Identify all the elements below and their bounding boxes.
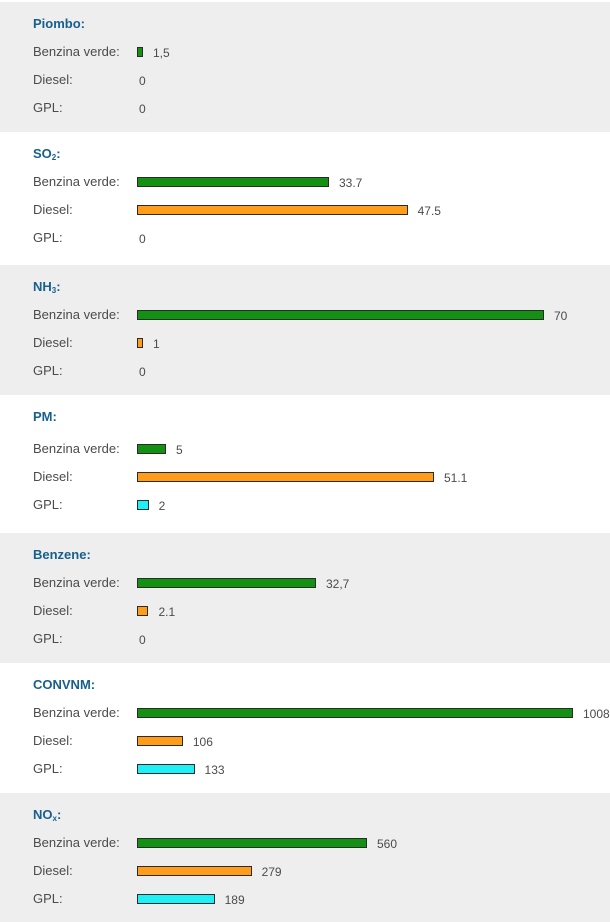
data-bar [137,500,149,510]
category-label: GPL: [33,230,63,245]
value-label: 133 [204,763,225,777]
category-label: GPL: [33,761,63,776]
value-label: 32,7 [326,577,350,591]
chart-panel: CONVNM: Benzina verde: 1008 Diesel: 106 GPL: 1… [0,663,610,793]
category-label: Benzina verde: [33,307,120,322]
data-bar [137,894,215,904]
data-bar [137,578,316,588]
category-label: Diesel: [33,72,73,87]
data-bar [137,310,544,320]
value-label: 47.5 [417,204,441,218]
data-bar [137,338,143,348]
data-bar [137,866,252,876]
chart-title: Piombo: [33,16,85,31]
category-label: Diesel: [33,603,73,618]
value-label: 51.1 [444,471,468,485]
chart-title-text: PM: [33,409,57,424]
value-label: 33.7 [339,176,363,190]
data-bar [137,177,329,187]
value-label: 2.1 [158,605,176,619]
category-label: Diesel: [33,469,73,484]
chart-title-suffix: : [56,807,62,822]
value-label: 189 [224,893,245,907]
category-label: Benzina verde: [33,575,120,590]
chart-panel: NOx: Benzina verde: 560 Diesel: 279 GPL: 189 [0,793,610,922]
value-label: 2 [158,499,166,513]
category-label: Benzina verde: [33,44,120,59]
data-bar [137,444,167,454]
category-label: Diesel: [33,335,73,350]
value-label: 1008 [583,707,610,721]
chart-title: NOx: [33,807,62,823]
chart-title-text: CONVNM: [33,677,96,692]
value-label: 70 [554,309,568,323]
chart-panel: Benzene: Benzina verde: 32,7 Diesel: 2.1 GPL:… [0,533,610,663]
chart-title: PM: [33,409,57,424]
category-label: Benzina verde: [33,835,120,850]
chart-title-suffix: : [56,146,61,161]
chart-title: CONVNM: [33,677,95,692]
data-bar [137,708,573,718]
data-bar [137,47,143,57]
category-label: GPL: [33,891,63,906]
chart-title-suffix: : [56,279,61,294]
chart-title-text: Piombo: [33,16,85,31]
chart-title-text: NH [33,279,52,294]
value-label: 106 [192,735,213,749]
value-label: 560 [377,837,398,851]
chart-title: SO2: [33,146,61,162]
value-label: 0 [139,102,146,116]
chart-title-subscript: x [52,814,57,823]
chart-title: Benzene: [33,547,91,562]
data-bar [137,736,183,746]
category-label: Benzina verde: [33,174,120,189]
data-bar [137,606,149,616]
category-label: Diesel: [33,863,73,878]
category-label: Diesel: [33,733,73,748]
value-label: 5 [176,443,183,457]
chart-panel: PM: Benzina verde: 5 Diesel: 51.1 GPL: 2 [0,395,610,533]
category-label: GPL: [33,363,63,378]
chart-title-text: NO [33,807,53,822]
chart-title: NH3: [33,279,61,295]
value-label: 1 [153,337,160,351]
data-bar [137,838,367,848]
category-label: Benzina verde: [33,441,120,456]
chart-panel: Piombo: Benzina verde: 1,5 Diesel: 0 GPL: 0 [0,2,610,132]
chart-title-text: Benzene: [33,547,91,562]
category-label: GPL: [33,100,63,115]
value-label: 0 [139,74,146,88]
category-label: Benzina verde: [33,705,120,720]
chart-title-text: SO [33,146,52,161]
chart-title-subscript: 2 [51,153,57,162]
category-label: Diesel: [33,202,73,217]
data-bar [137,205,408,215]
value-label: 279 [261,865,282,879]
value-label: 0 [139,232,146,246]
data-bar [137,764,195,774]
chart-panel: NH3: Benzina verde: 70 Diesel: 1 GPL: 0 [0,265,610,395]
category-label: GPL: [33,631,63,646]
data-bar [137,472,434,482]
value-label: 0 [139,633,146,647]
chart-title-subscript: 3 [51,286,57,295]
value-label: 1,5 [153,46,170,60]
category-label: GPL: [33,497,63,512]
value-label: 0 [139,365,146,379]
chart-panel: SO2: Benzina verde: 33.7 Diesel: 47.5 GPL: 0 [0,132,610,265]
